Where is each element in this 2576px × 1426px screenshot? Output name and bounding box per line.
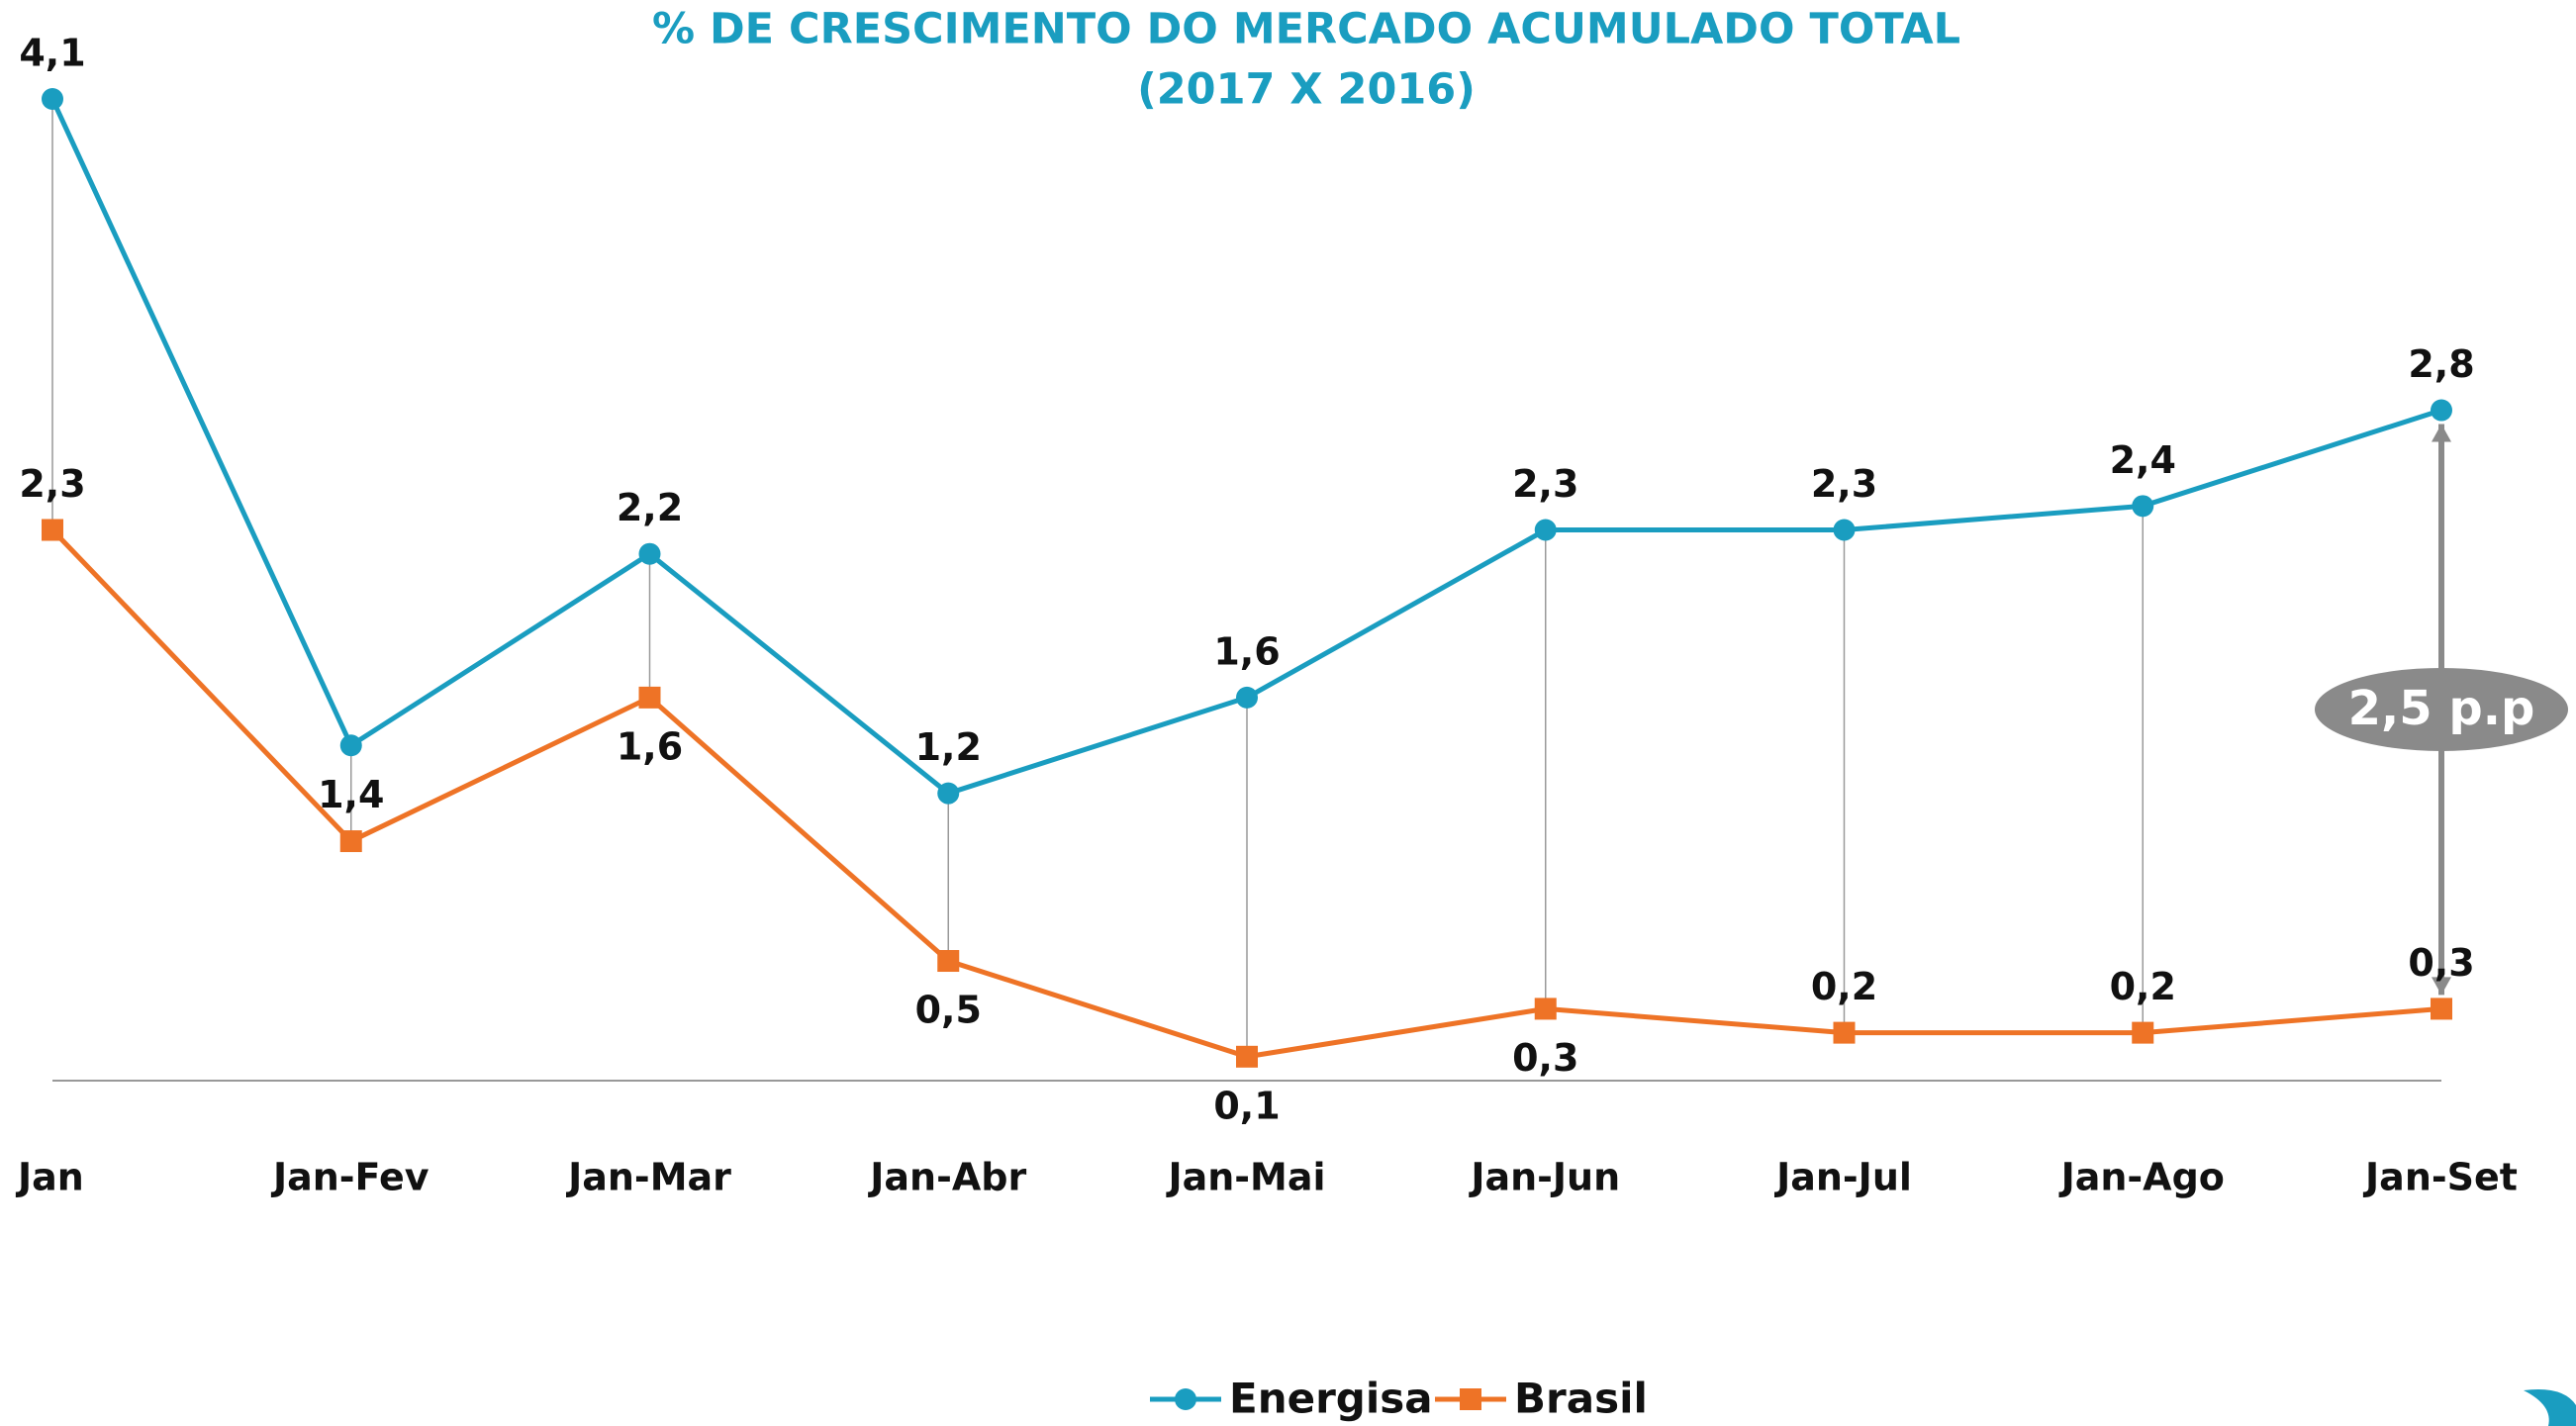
point xyxy=(1534,519,1557,541)
x-tick-label: Jan-Abr xyxy=(867,1156,1026,1199)
data-label: 2,8 xyxy=(2408,342,2474,386)
x-tick-label: Jan-Ago xyxy=(2058,1156,2225,1199)
logo-fragment xyxy=(2524,1389,2576,1426)
legend-label: Energisa xyxy=(1229,1375,1433,1423)
data-label: 2,3 xyxy=(1811,462,1877,506)
point xyxy=(2431,399,2452,422)
data-label: 4,1 xyxy=(19,32,85,75)
point xyxy=(1534,998,1557,1020)
data-label: 2,3 xyxy=(1512,462,1578,506)
x-tick-label: Jan xyxy=(15,1156,84,1199)
data-label: 1,6 xyxy=(1213,629,1280,673)
point xyxy=(1236,686,1258,709)
point xyxy=(638,686,661,709)
data-label: 2,2 xyxy=(617,486,683,529)
point xyxy=(339,734,362,757)
annotation-arrowhead xyxy=(2432,424,2451,442)
data-label: 0,3 xyxy=(1512,1036,1578,1080)
chart-title: % DE CRESCIMENTO DO MERCADO ACUMULADO TO… xyxy=(652,5,1960,54)
data-label: 1,2 xyxy=(915,725,982,769)
point xyxy=(638,542,661,565)
x-tick-label: Jan-Fev xyxy=(270,1156,429,1199)
data-label: 1,6 xyxy=(617,724,683,768)
data-label: 0,2 xyxy=(1811,965,1877,1008)
point xyxy=(2132,1021,2154,1044)
annotation-text: 2,5 p.p xyxy=(2348,681,2535,736)
data-label: 0,1 xyxy=(1213,1084,1280,1127)
data-label: 0,2 xyxy=(2110,965,2176,1008)
x-tick-label: Jan-Jun xyxy=(1468,1156,1620,1199)
data-label: 0,3 xyxy=(2408,941,2474,985)
chart-subtitle: (2017 X 2016) xyxy=(1137,65,1476,115)
point xyxy=(42,88,63,110)
x-tick-label: Jan-Mai xyxy=(1165,1156,1325,1199)
point xyxy=(1236,1045,1258,1068)
annotation-bubble xyxy=(2315,667,2568,751)
point xyxy=(1833,519,1856,541)
point xyxy=(1833,1021,1856,1044)
data-label: 1,4 xyxy=(318,773,384,816)
legend-marker xyxy=(1460,1388,1481,1410)
data-label: 0,5 xyxy=(915,989,982,1032)
data-label: 2,3 xyxy=(19,462,85,506)
point xyxy=(42,519,63,541)
legend-label: Brasil xyxy=(1514,1375,1648,1423)
legend-marker xyxy=(1175,1388,1196,1410)
annotation-arrowhead xyxy=(2432,977,2451,996)
point xyxy=(937,782,960,805)
point xyxy=(2132,495,2154,518)
point xyxy=(2431,998,2452,1020)
x-tick-label: Jan-Jul xyxy=(1773,1156,1912,1199)
x-tick-label: Jan-Set xyxy=(2362,1156,2518,1199)
point xyxy=(339,830,362,853)
data-label: 2,4 xyxy=(2110,438,2176,482)
point xyxy=(937,950,960,973)
x-tick-label: Jan-Mar xyxy=(565,1156,731,1199)
